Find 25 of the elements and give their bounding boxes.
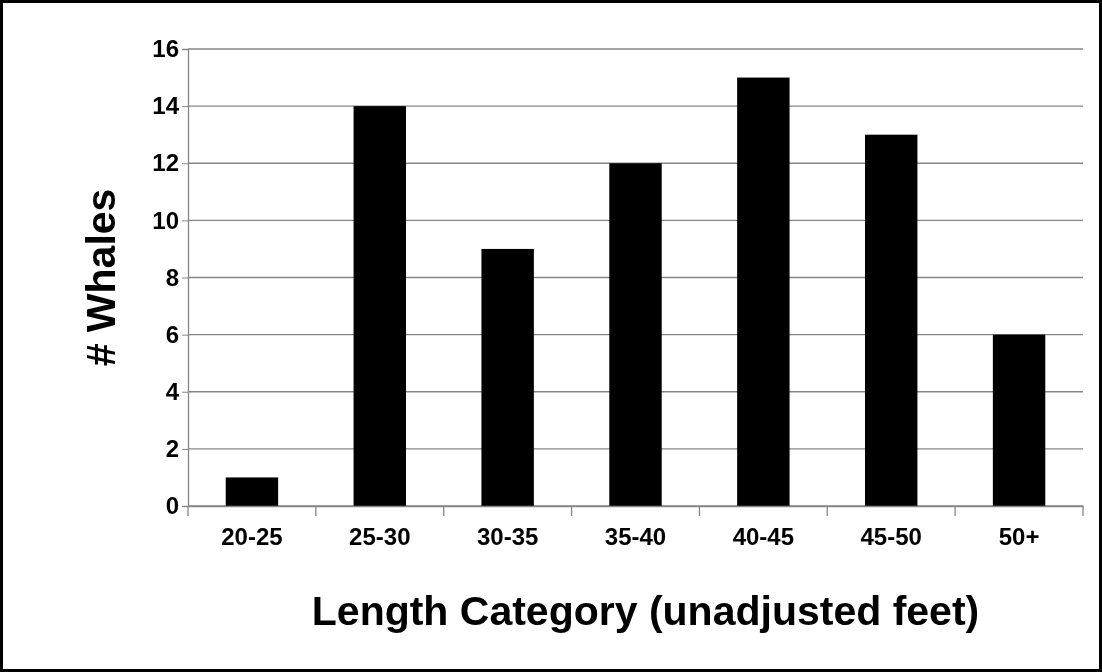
x-tick-label: 50+ <box>998 523 1040 551</box>
y-tick-label: 8 <box>165 263 179 291</box>
x-tick-label: 40-45 <box>732 523 795 551</box>
x-tick-label: 30-35 <box>476 523 539 551</box>
y-tick-label: 6 <box>165 320 179 348</box>
x-tick-label: 45-50 <box>860 523 922 551</box>
y-tick-label: 4 <box>165 377 180 405</box>
y-tick-label: 12 <box>152 149 179 177</box>
y-tick-label: 16 <box>152 35 179 63</box>
x-tick-label: 25-30 <box>349 523 411 551</box>
y-tick-label: 0 <box>165 492 179 520</box>
x-axis-title: Length Category (unadjusted feet) <box>311 588 980 634</box>
y-axis-title: # Whales <box>78 188 124 367</box>
y-tick-label: 14 <box>152 92 180 120</box>
bar <box>353 106 406 506</box>
bar <box>737 77 790 506</box>
bar <box>481 248 534 506</box>
bar <box>225 477 279 506</box>
bar <box>992 334 1046 506</box>
y-tick-label: 10 <box>152 206 179 234</box>
bar <box>609 163 662 506</box>
bar <box>865 134 918 506</box>
y-tick-label: 2 <box>165 435 179 463</box>
x-tick-label: 20-25 <box>221 523 283 551</box>
x-tick-label: 35-40 <box>604 523 667 551</box>
